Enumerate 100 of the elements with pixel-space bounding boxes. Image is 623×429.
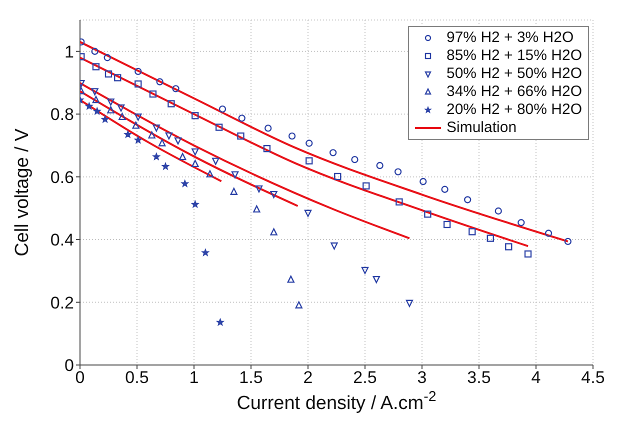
point (172, 85, 180, 92)
point (134, 114, 142, 121)
point (174, 137, 182, 145)
x-tick-label: 2 (303, 368, 313, 388)
point (162, 162, 170, 170)
point (118, 112, 126, 120)
x-tick-label: 1.5 (239, 368, 263, 388)
point (192, 160, 199, 168)
point (216, 318, 224, 326)
point (181, 180, 189, 187)
x-tick-label: 2.5 (353, 368, 377, 388)
point (270, 228, 278, 236)
y-tick-label: 0.8 (50, 105, 74, 124)
point (93, 107, 101, 114)
legend-label: 50% H2 + 50% H2O (446, 65, 582, 83)
point (192, 148, 199, 156)
y-tick-label: 1 (64, 42, 74, 62)
point (168, 100, 175, 108)
point (306, 157, 313, 164)
point (330, 242, 338, 250)
point (255, 185, 263, 193)
point (361, 266, 369, 274)
point (192, 112, 199, 120)
point (464, 196, 472, 204)
point (304, 210, 312, 217)
point (376, 162, 384, 170)
y-tick-label: 0.2 (50, 293, 74, 312)
point (334, 172, 342, 180)
point (107, 98, 114, 106)
point (362, 182, 370, 190)
point (92, 96, 100, 104)
point (85, 102, 93, 110)
point (179, 152, 186, 160)
point (215, 124, 223, 131)
point (152, 124, 160, 132)
point (134, 80, 142, 88)
legend-label: 97% H2 + 3% H2O (446, 29, 574, 47)
point (394, 168, 402, 176)
point (91, 48, 98, 55)
y-axis-title: Cell voltage / V (12, 128, 33, 256)
point (329, 149, 337, 156)
legend-label: 34% H2 + 66% H2O (446, 83, 582, 101)
point (564, 238, 572, 246)
point (263, 144, 271, 152)
point (494, 207, 502, 215)
point (152, 152, 160, 160)
point (524, 250, 532, 258)
point (218, 105, 226, 113)
point (351, 156, 358, 164)
point (424, 210, 432, 218)
point (396, 198, 403, 206)
point (212, 158, 220, 165)
point (406, 300, 414, 307)
point (92, 63, 100, 70)
legend-label: 85% H2 + 15% H2O (446, 47, 582, 65)
point (107, 106, 114, 114)
point (443, 220, 451, 228)
point (486, 234, 494, 242)
point (101, 116, 109, 123)
x-tick-label: 0.5 (125, 368, 149, 388)
point (518, 219, 525, 226)
point (148, 131, 156, 139)
x-tick-label: 4 (531, 368, 541, 388)
y-tick-label: 0.4 (50, 230, 74, 250)
point (287, 276, 294, 283)
y-tick-label: 0.6 (50, 168, 74, 187)
point (156, 78, 164, 86)
point (238, 114, 246, 122)
point (306, 140, 313, 147)
point (165, 132, 173, 140)
point (264, 124, 272, 132)
x-tick-label: 3.5 (467, 368, 491, 388)
point (124, 130, 132, 138)
point (91, 88, 98, 96)
point (544, 230, 552, 237)
point (372, 276, 380, 284)
point (158, 139, 166, 146)
point (270, 190, 278, 198)
legend-label: Simulation (446, 119, 517, 137)
point (505, 243, 512, 250)
point (104, 54, 111, 62)
point (134, 68, 142, 76)
x-axis-title: Current density / A.cm$^{-2}$ (236, 389, 436, 414)
point (441, 186, 448, 193)
point (134, 136, 142, 144)
point (206, 170, 214, 178)
point (114, 74, 122, 82)
point (132, 122, 140, 129)
x-tick-label: 4.5 (581, 368, 605, 388)
point (104, 70, 112, 78)
point (149, 90, 157, 98)
point (191, 200, 199, 208)
point (468, 228, 476, 236)
x-tick-label: 3 (417, 368, 427, 388)
point (237, 132, 244, 140)
point (253, 205, 260, 213)
point (231, 171, 239, 178)
point (117, 104, 125, 112)
point (230, 188, 238, 195)
x-tick-label: 1 (189, 368, 199, 388)
